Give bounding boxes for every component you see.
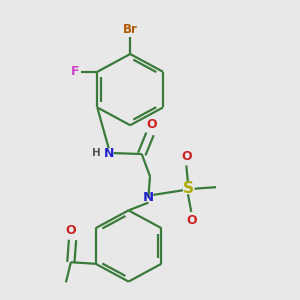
Text: H: H (92, 148, 100, 158)
Text: O: O (66, 224, 76, 238)
Text: O: O (146, 118, 157, 131)
Text: N: N (103, 147, 114, 160)
Text: N: N (143, 191, 154, 205)
Text: O: O (181, 150, 192, 163)
Text: S: S (182, 181, 194, 196)
Text: Br: Br (123, 23, 138, 36)
Text: O: O (186, 214, 196, 227)
Text: F: F (70, 65, 79, 78)
